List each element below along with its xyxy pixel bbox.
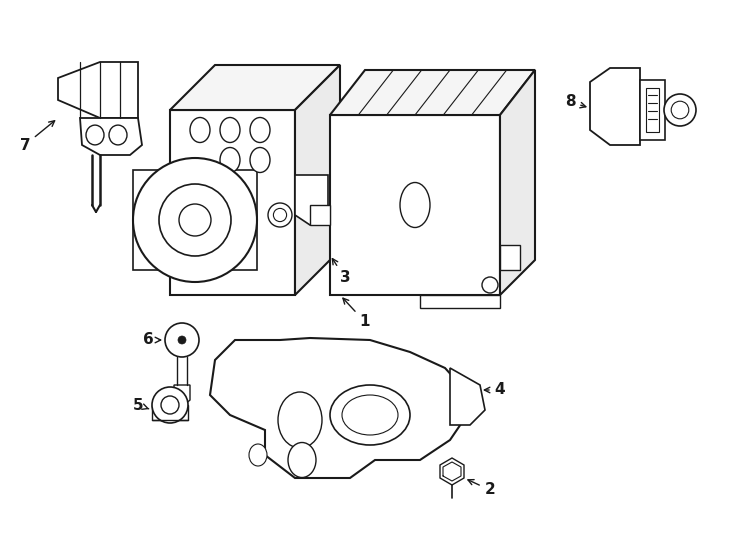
- Polygon shape: [80, 118, 142, 155]
- Polygon shape: [170, 65, 340, 110]
- Circle shape: [268, 203, 292, 227]
- Polygon shape: [152, 405, 188, 420]
- Ellipse shape: [330, 385, 410, 445]
- Ellipse shape: [190, 118, 210, 143]
- Circle shape: [159, 184, 231, 256]
- Text: 2: 2: [468, 480, 495, 497]
- Polygon shape: [295, 175, 328, 225]
- Text: 7: 7: [20, 121, 54, 152]
- Text: 5: 5: [133, 397, 149, 413]
- Ellipse shape: [249, 444, 267, 466]
- Circle shape: [133, 158, 257, 282]
- Polygon shape: [646, 88, 659, 132]
- Ellipse shape: [250, 147, 270, 172]
- Ellipse shape: [400, 183, 430, 227]
- Polygon shape: [310, 205, 330, 225]
- Polygon shape: [295, 65, 340, 295]
- Circle shape: [152, 387, 188, 423]
- Ellipse shape: [278, 392, 322, 448]
- Ellipse shape: [220, 147, 240, 172]
- Polygon shape: [174, 385, 190, 407]
- Text: 6: 6: [142, 333, 161, 348]
- Circle shape: [179, 204, 211, 236]
- Circle shape: [165, 323, 199, 357]
- Circle shape: [161, 396, 179, 414]
- Polygon shape: [590, 68, 640, 145]
- Polygon shape: [133, 170, 257, 270]
- Polygon shape: [330, 70, 535, 115]
- Polygon shape: [210, 338, 465, 478]
- Polygon shape: [420, 295, 500, 308]
- Circle shape: [273, 208, 286, 221]
- Ellipse shape: [86, 125, 104, 145]
- Ellipse shape: [250, 118, 270, 143]
- Text: 4: 4: [484, 382, 505, 397]
- Polygon shape: [330, 115, 500, 295]
- Polygon shape: [500, 245, 520, 270]
- Ellipse shape: [220, 118, 240, 143]
- Polygon shape: [640, 80, 665, 140]
- Circle shape: [671, 101, 688, 119]
- Ellipse shape: [288, 442, 316, 477]
- Text: 8: 8: [564, 94, 586, 110]
- Polygon shape: [170, 110, 295, 295]
- Polygon shape: [450, 368, 485, 425]
- Ellipse shape: [342, 395, 398, 435]
- Circle shape: [664, 94, 696, 126]
- Polygon shape: [500, 70, 535, 295]
- Polygon shape: [58, 62, 138, 118]
- Circle shape: [482, 277, 498, 293]
- Ellipse shape: [109, 125, 127, 145]
- Text: 3: 3: [333, 259, 350, 286]
- Polygon shape: [440, 458, 464, 485]
- Text: 1: 1: [343, 298, 370, 329]
- Circle shape: [178, 336, 186, 344]
